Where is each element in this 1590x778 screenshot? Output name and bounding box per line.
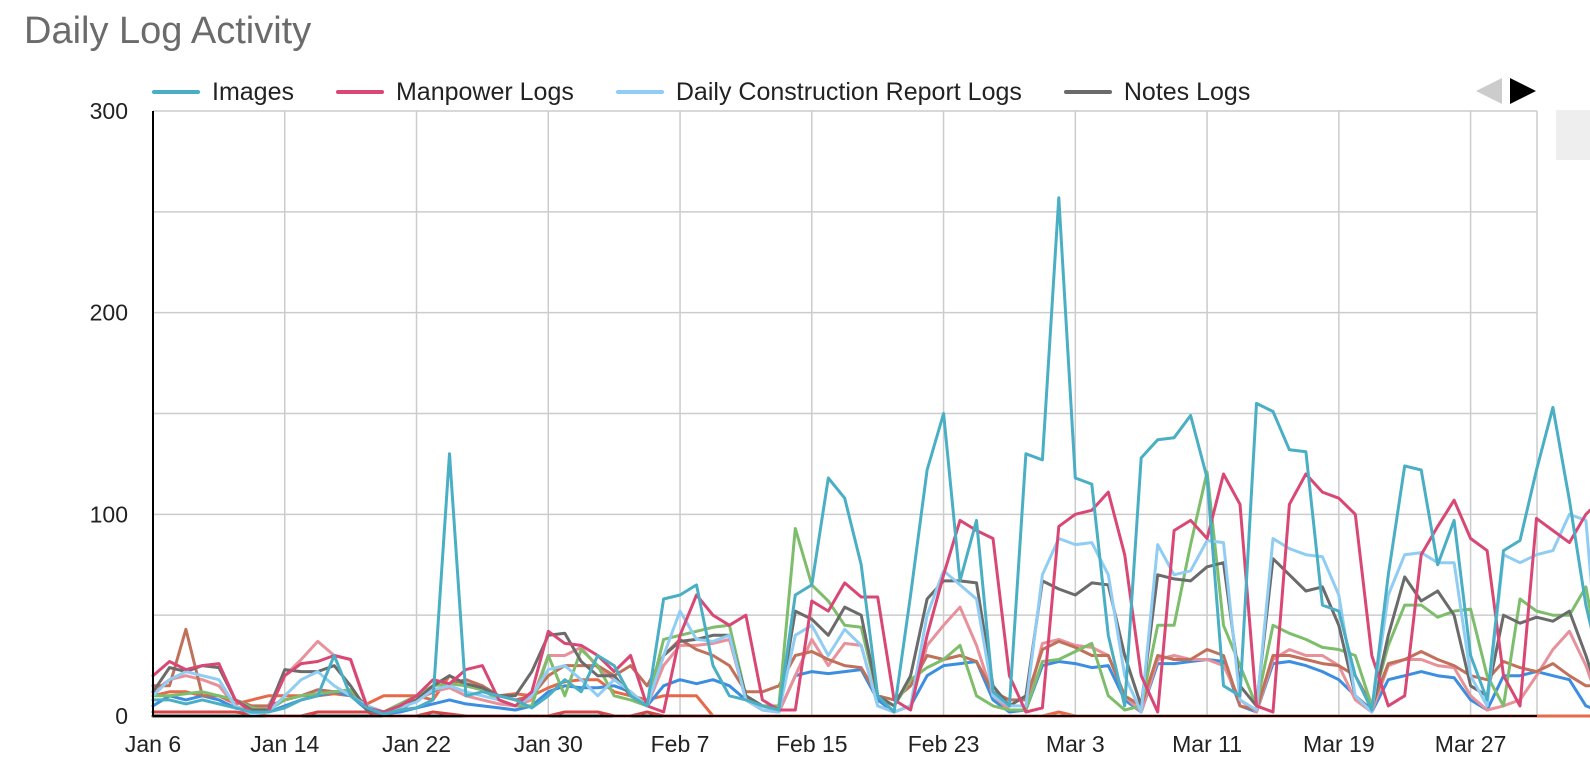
y-tick-label: 200 (90, 300, 128, 326)
legend-swatch (335, 90, 384, 94)
legend-prev-page-icon[interactable] (1476, 78, 1502, 104)
x-tick-label: Jan 6 (125, 731, 181, 757)
legend-label: Notes Logs (1123, 77, 1251, 106)
scrollbar[interactable] (1556, 110, 1590, 160)
legend-item-manpower-logs[interactable]: Manpower Logs (335, 77, 574, 107)
x-tick-label: Feb 15 (776, 731, 848, 757)
x-tick-label: Mar 19 (1303, 731, 1375, 757)
x-tick-label: Jan 14 (250, 731, 319, 757)
series-line-manpower-logs (151, 472, 1590, 714)
legend: Images Manpower Logs Daily Construction … (152, 74, 1292, 110)
legend-swatch (152, 90, 200, 94)
y-tick-label: 100 (90, 501, 128, 527)
legend-item-notes-logs[interactable]: Notes Logs (1063, 77, 1251, 107)
legend-item-images[interactable]: Images (152, 78, 294, 107)
y-tick-label: 300 (90, 98, 128, 124)
x-tick-label: Feb 23 (908, 731, 980, 757)
legend-next-page-icon[interactable] (1510, 78, 1536, 104)
legend-pager (1476, 78, 1536, 104)
y-tick-label: 0 (115, 703, 128, 729)
legend-swatch (1063, 90, 1112, 94)
x-tick-label: Jan 30 (514, 731, 583, 757)
legend-label: Images (212, 77, 294, 106)
series-line-images (151, 196, 1590, 716)
legend-swatch (615, 90, 664, 94)
x-tick-label: Mar 3 (1046, 731, 1105, 757)
x-tick-label: Jan 22 (382, 731, 451, 757)
chart-title: Daily Log Activity (24, 10, 312, 52)
x-tick-label: Mar 11 (1172, 731, 1242, 757)
x-tick-label: Feb 7 (651, 731, 710, 757)
x-tick-label: Mar 27 (1435, 731, 1507, 757)
legend-label: Daily Construction Report Logs (675, 77, 1022, 106)
legend-label: Manpower Logs (395, 77, 574, 106)
legend-item-daily-construction-report-logs[interactable]: Daily Construction Report Logs (615, 77, 1022, 107)
